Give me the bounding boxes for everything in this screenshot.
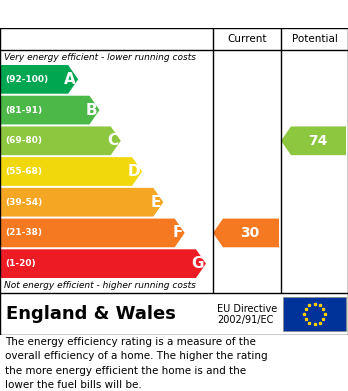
Text: Very energy efficient - lower running costs: Very energy efficient - lower running co… <box>4 52 196 61</box>
Bar <box>283 297 346 331</box>
Text: B: B <box>86 102 97 118</box>
Text: (55-68): (55-68) <box>5 167 42 176</box>
Text: (92-100): (92-100) <box>5 75 48 84</box>
Polygon shape <box>213 219 279 247</box>
Text: 2002/91/EC: 2002/91/EC <box>217 315 274 325</box>
Text: (1-20): (1-20) <box>5 259 35 268</box>
Polygon shape <box>0 188 163 217</box>
Text: E: E <box>151 195 161 210</box>
Text: 30: 30 <box>240 226 260 240</box>
Text: D: D <box>127 164 140 179</box>
Text: England & Wales: England & Wales <box>6 305 176 323</box>
Text: (21-38): (21-38) <box>5 228 42 237</box>
Text: F: F <box>172 226 183 240</box>
Polygon shape <box>0 249 206 278</box>
Text: A: A <box>64 72 76 87</box>
Polygon shape <box>0 126 121 155</box>
Text: (39-54): (39-54) <box>5 198 42 207</box>
Polygon shape <box>0 96 100 124</box>
Text: (81-91): (81-91) <box>5 106 42 115</box>
Text: 74: 74 <box>308 134 327 148</box>
Text: Current: Current <box>227 34 267 44</box>
Polygon shape <box>281 126 346 155</box>
Text: Not energy efficient - higher running costs: Not energy efficient - higher running co… <box>4 282 196 291</box>
Text: Energy Efficiency Rating: Energy Efficiency Rating <box>69 7 279 22</box>
Text: EU Directive: EU Directive <box>217 304 277 314</box>
Polygon shape <box>0 65 78 94</box>
Text: Potential: Potential <box>292 34 338 44</box>
Text: G: G <box>191 256 204 271</box>
Text: C: C <box>108 133 119 148</box>
Polygon shape <box>0 157 142 186</box>
Text: The energy efficiency rating is a measure of the
overall efficiency of a home. T: The energy efficiency rating is a measur… <box>5 337 268 390</box>
Polygon shape <box>0 219 185 247</box>
Text: (69-80): (69-80) <box>5 136 42 145</box>
